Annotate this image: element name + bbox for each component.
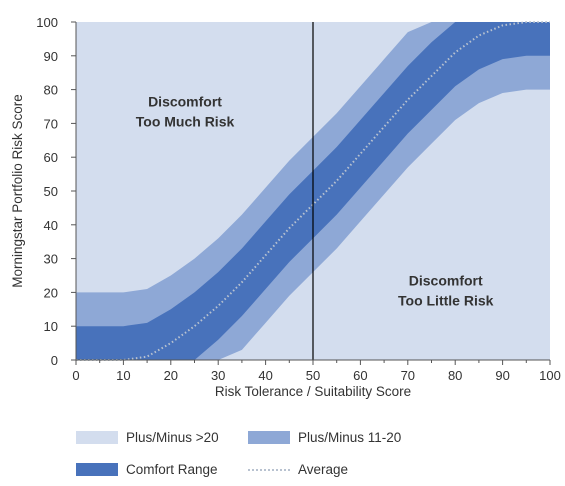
- plot-layer: [76, 21, 550, 361]
- x-tick-label: 100: [539, 368, 561, 383]
- annotation-too-much-line: Discomfort: [148, 94, 222, 110]
- annotation-too-little-line: Discomfort: [409, 273, 483, 289]
- x-tick-label: 0: [72, 368, 79, 383]
- y-tick-label: 60: [44, 150, 58, 165]
- x-tick-label: 60: [353, 368, 367, 383]
- annotation-too-much-line: Too Much Risk: [136, 114, 235, 130]
- y-tick-label: 0: [51, 353, 58, 368]
- x-axis-title: Risk Tolerance / Suitability Score: [215, 384, 411, 399]
- series-line-average: [76, 21, 550, 361]
- x-tick-label: 50: [306, 368, 320, 383]
- x-tick-label: 70: [401, 368, 415, 383]
- annotation-layer: Discomfort Too Much Risk Discomfort Too Lit…: [136, 94, 494, 309]
- x-tick-label: 80: [448, 368, 462, 383]
- tick-layer: 0 10 20 30 40 50 60 70 80 90 100 0 10 20 30 40 50 60 70 80 9…: [36, 15, 561, 383]
- y-tick-label: 80: [44, 83, 58, 98]
- annotation-too-little-line: Too Little Risk: [398, 293, 494, 309]
- y-tick-label: 10: [44, 319, 58, 334]
- y-tick-label: 30: [44, 252, 58, 267]
- y-tick-label: 70: [44, 116, 58, 131]
- y-tick-label: 20: [44, 285, 58, 300]
- x-tick-label: 20: [164, 368, 178, 383]
- y-tick-label: 50: [44, 184, 58, 199]
- y-tick-label: 90: [44, 49, 58, 64]
- y-tick-label: 40: [44, 218, 58, 233]
- x-tick-label: 90: [495, 368, 509, 383]
- x-tick-label: 30: [211, 368, 225, 383]
- x-tick-label: 40: [258, 368, 272, 383]
- x-tick-label: 10: [116, 368, 130, 383]
- y-axis-title: Morningstar Portfolio Risk Score: [10, 94, 25, 288]
- y-tick-label: 100: [36, 15, 58, 30]
